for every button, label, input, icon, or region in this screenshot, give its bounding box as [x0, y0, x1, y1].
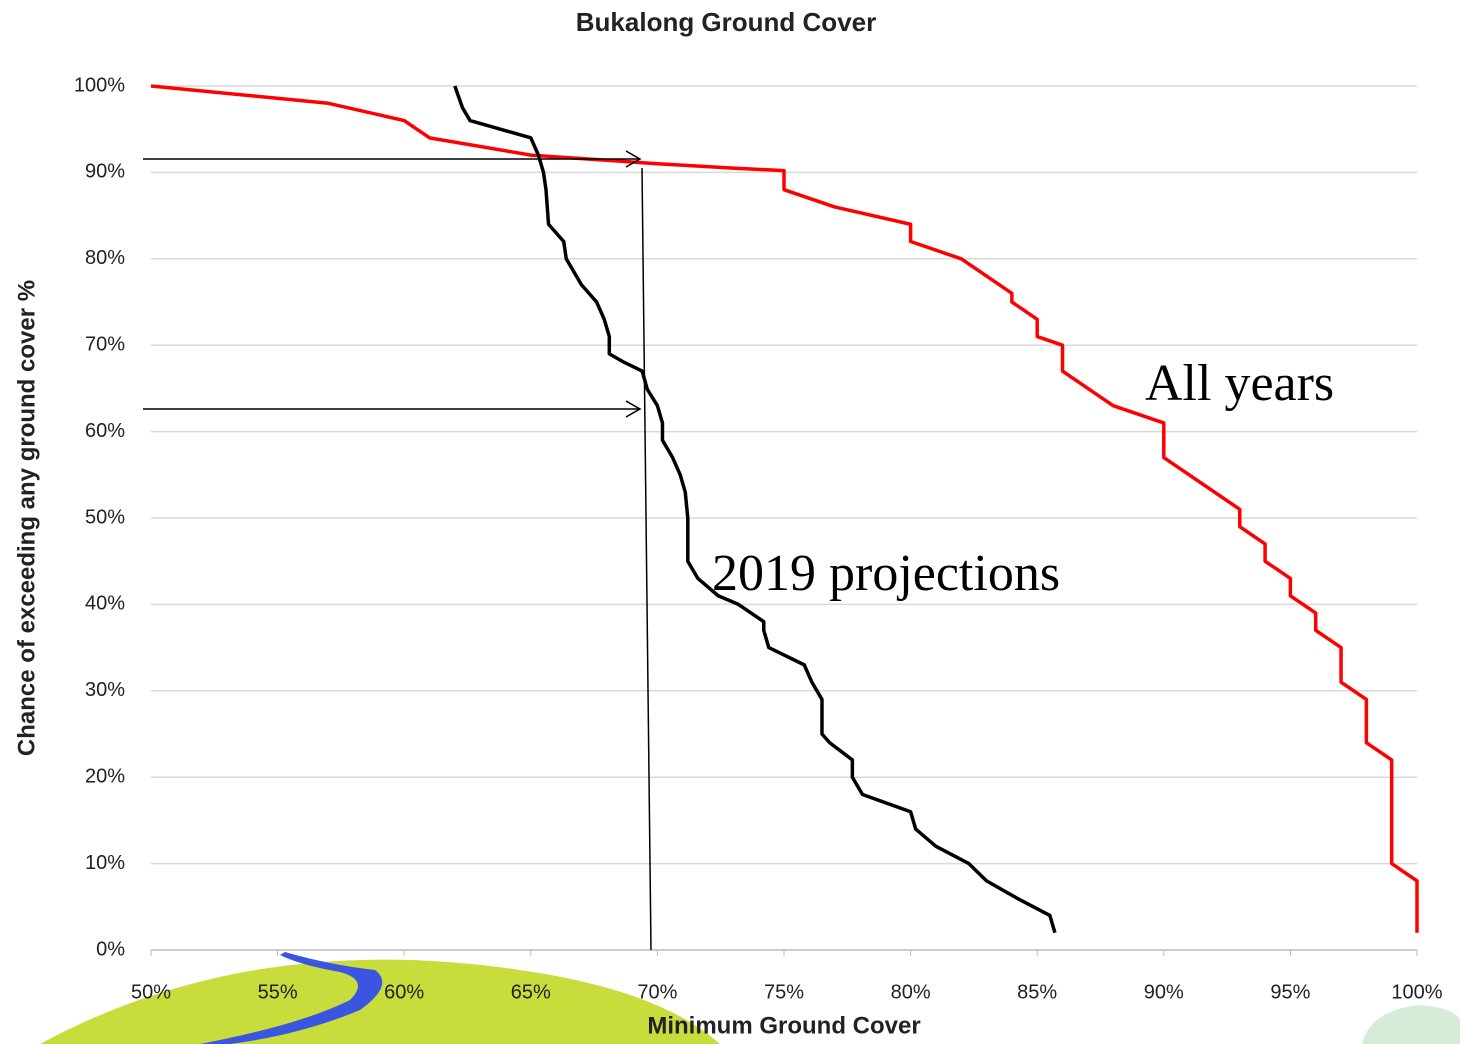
y-tick-label: 80%: [85, 247, 125, 269]
x-axis-label: Minimum Ground Cover: [647, 1012, 920, 1039]
x-tick-label: 60%: [384, 981, 424, 1003]
x-tick-label: 75%: [764, 981, 804, 1003]
river-decoration: [200, 952, 383, 1044]
x-tick-label: 100%: [1391, 981, 1442, 1003]
series-line: [453, 85, 1057, 934]
x-tick-label: 70%: [637, 981, 677, 1003]
x-tick-label: 50%: [131, 981, 171, 1003]
x-tick-label: 85%: [1017, 981, 1057, 1003]
arrow-head: [625, 150, 642, 168]
x-tick-label: 80%: [891, 981, 931, 1003]
guide-line: [641, 167, 652, 951]
y-tick-label: 30%: [85, 679, 125, 701]
y-axis-label: Chance of exceeding any ground cover %: [13, 280, 40, 756]
x-tick-label: 55%: [258, 981, 298, 1003]
hill-decoration: [40, 959, 720, 1044]
y-tick-label: 20%: [85, 765, 125, 787]
x-tick-label: 90%: [1144, 981, 1184, 1003]
y-tick-label: 90%: [85, 161, 125, 183]
y-tick-label: 0%: [96, 938, 125, 960]
reading-guides: [143, 150, 652, 951]
x-tick-label: 65%: [511, 981, 551, 1003]
series-line: [150, 84, 1419, 933]
corner-decoration: [1362, 1005, 1460, 1044]
x-tick-label: 95%: [1270, 981, 1310, 1003]
y-tick-label: 70%: [85, 333, 125, 355]
arrow-head: [625, 400, 642, 418]
y-tick-label: 10%: [85, 852, 125, 874]
y-tick-label: 40%: [85, 593, 125, 615]
y-tick-label: 50%: [85, 506, 125, 528]
series-label: All years: [1145, 355, 1334, 412]
y-tick-label: 100%: [74, 74, 125, 96]
series-label: 2019 projections: [712, 545, 1060, 602]
plot-area: 0% 10% 20% 30% 40% 50% 60% 70% 80% 90% 100% 50% 55% 6…: [74, 74, 1443, 1003]
chart-title: Bukalong Ground Cover: [576, 7, 876, 37]
y-tick-label: 60%: [85, 420, 125, 442]
